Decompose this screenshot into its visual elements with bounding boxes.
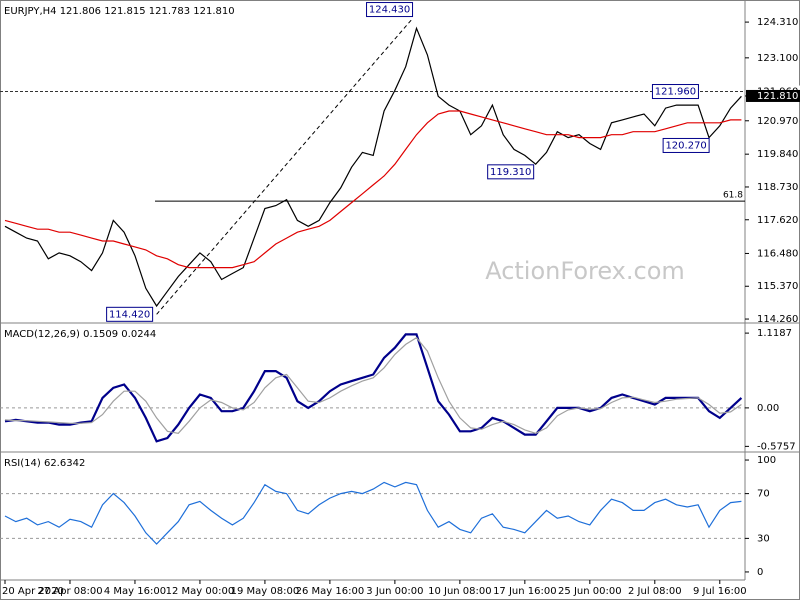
annotation-box (651, 84, 699, 100)
y-tick-label: -0.5757 (757, 441, 796, 452)
x-tick-label: 19 May 08:00 (231, 586, 300, 597)
x-tick-label: 9 Jul 16:00 (693, 586, 747, 597)
series-line (4, 333, 743, 443)
series-line (4, 26, 742, 308)
series-line (4, 336, 742, 434)
series-line (4, 481, 742, 545)
y-tick-label: 100 (757, 455, 776, 466)
x-tick-label: 3 Jun 00:00 (366, 586, 423, 597)
y-tick-label: 118.730 (757, 182, 798, 193)
y-tick-label: 116.480 (757, 248, 798, 259)
y-tick-label: 114.260 (757, 314, 798, 325)
x-tick-label: 20 Apr 2020 (2, 586, 64, 597)
y-tick-label: 0 (757, 567, 763, 578)
y-tick-label: 119.840 (757, 149, 798, 160)
panel-title: MACD(12,26,9) 0.1509 0.0244 (4, 329, 156, 340)
annotation-box (366, 2, 414, 18)
y-tick-label: 1.1187 (757, 328, 792, 339)
annotation-box (106, 306, 154, 322)
panel-title: EURJPY,H4 121.806 121.815 121.783 121.81… (4, 6, 235, 17)
x-tick-label: 26 May 16:00 (296, 586, 365, 597)
watermark: ActionForex.com (485, 257, 685, 285)
price-tag (746, 89, 800, 102)
price-tag-label: 121.810 (757, 91, 798, 102)
x-tick-label: 10 Jun 08:00 (428, 586, 492, 597)
y-tick-label: 70 (757, 489, 770, 500)
x-tick-label: 25 Jun 00:00 (558, 586, 622, 597)
y-tick-label: 30 (757, 533, 770, 544)
annotation-box (662, 137, 710, 153)
y-tick-label: 124.310 (757, 17, 798, 28)
y-tick-label: 120.970 (757, 116, 798, 127)
annotation-label: 120.270 (665, 140, 706, 151)
trend-line (156, 18, 413, 315)
x-tick-label: 12 May 00:00 (166, 586, 235, 597)
annotation-label: 119.310 (490, 167, 531, 178)
annotation-label: 114.420 (109, 309, 150, 320)
annotation-box (487, 164, 535, 180)
x-tick-label: 17 Jun 16:00 (493, 586, 557, 597)
y-tick-label: 117.620 (757, 215, 798, 226)
x-tick-label: 2 Jul 08:00 (628, 586, 682, 597)
annotation-label: 124.430 (369, 5, 410, 16)
series-line (4, 110, 742, 269)
y-tick-label: 115.370 (757, 281, 798, 292)
x-tick-label: 27 Apr 08:00 (37, 586, 102, 597)
y-tick-label: 123.100 (757, 53, 798, 64)
annotation-label: 121.960 (655, 87, 696, 98)
panel-title: RSI(14) 62.6342 (4, 458, 85, 469)
y-tick-label: 0.00 (757, 403, 779, 414)
x-tick-label: 4 May 16:00 (104, 586, 166, 597)
fib-label: 61.8 (723, 191, 743, 201)
